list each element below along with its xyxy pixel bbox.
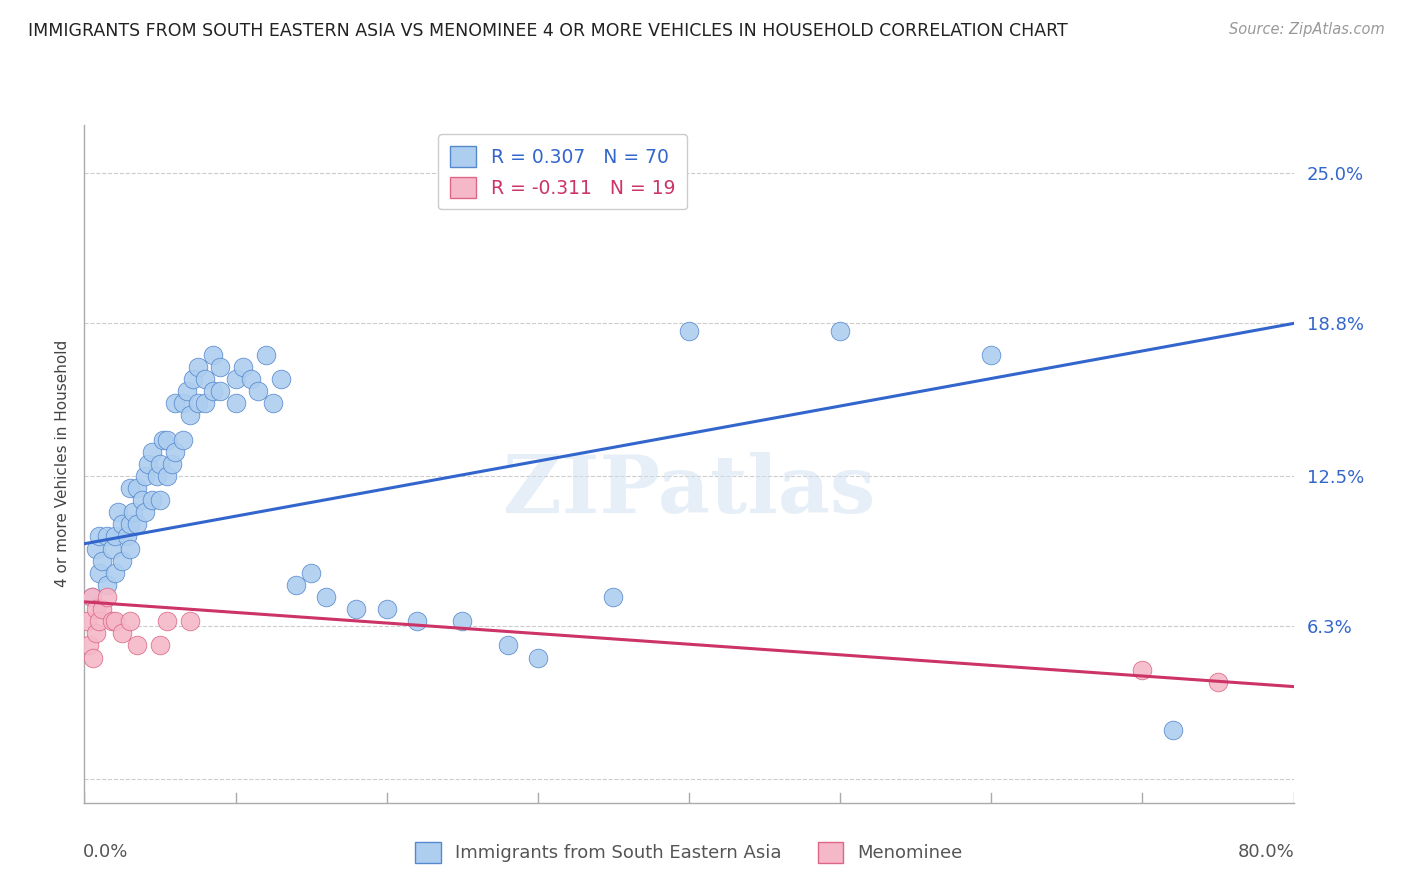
Y-axis label: 4 or more Vehicles in Household: 4 or more Vehicles in Household xyxy=(55,340,70,588)
Point xyxy=(299,566,322,580)
Point xyxy=(127,517,149,532)
Point xyxy=(232,359,254,374)
Point xyxy=(262,396,284,410)
Point xyxy=(451,614,474,628)
Point xyxy=(160,457,183,471)
Point xyxy=(172,396,194,410)
Point xyxy=(76,614,98,628)
Point xyxy=(225,396,247,410)
Point xyxy=(149,493,172,508)
Point xyxy=(100,541,122,556)
Point xyxy=(187,359,209,374)
Point xyxy=(156,614,179,628)
Point xyxy=(284,578,308,592)
Point xyxy=(96,578,118,592)
Point xyxy=(118,614,141,628)
Point xyxy=(104,529,127,543)
Point xyxy=(86,626,108,640)
Text: ZIPatlas: ZIPatlas xyxy=(503,452,875,530)
Point xyxy=(104,614,127,628)
Text: Source: ZipAtlas.com: Source: ZipAtlas.com xyxy=(1229,22,1385,37)
Point xyxy=(209,359,232,374)
Point xyxy=(86,541,108,556)
Point xyxy=(127,481,149,495)
Point xyxy=(315,590,337,604)
Point xyxy=(526,650,548,665)
Point xyxy=(111,554,134,568)
Text: 0.0%: 0.0% xyxy=(83,844,128,862)
Point xyxy=(254,348,277,362)
Point xyxy=(406,614,429,628)
Point xyxy=(1206,674,1229,689)
Point xyxy=(80,590,103,604)
Point xyxy=(118,517,141,532)
Point xyxy=(678,324,700,338)
Point xyxy=(225,372,247,386)
Point xyxy=(86,602,108,616)
Point xyxy=(602,590,624,604)
Point xyxy=(247,384,270,399)
Point xyxy=(146,469,169,483)
Point xyxy=(179,614,201,628)
Point xyxy=(239,372,262,386)
Point xyxy=(118,541,141,556)
Point xyxy=(163,396,186,410)
Point xyxy=(156,469,179,483)
Point xyxy=(107,505,129,519)
Point xyxy=(346,602,368,616)
Text: 80.0%: 80.0% xyxy=(1237,844,1295,862)
Point xyxy=(115,529,138,543)
Point xyxy=(1130,663,1153,677)
Point xyxy=(96,529,118,543)
Point xyxy=(111,517,134,532)
Point xyxy=(100,614,122,628)
Point xyxy=(89,566,111,580)
Point xyxy=(82,650,104,665)
Point xyxy=(127,639,149,653)
Point xyxy=(134,469,156,483)
Point xyxy=(176,384,198,399)
Point xyxy=(375,602,398,616)
Point xyxy=(830,324,852,338)
Point xyxy=(209,384,232,399)
Legend: Immigrants from South Eastern Asia, Menominee: Immigrants from South Eastern Asia, Meno… xyxy=(406,833,972,871)
Point xyxy=(91,602,114,616)
Point xyxy=(134,505,156,519)
Point xyxy=(181,372,204,386)
Point xyxy=(80,590,103,604)
Point xyxy=(141,444,163,458)
Point xyxy=(194,396,217,410)
Point xyxy=(89,614,111,628)
Point xyxy=(149,457,172,471)
Point xyxy=(77,639,100,653)
Point xyxy=(89,529,111,543)
Point xyxy=(121,505,143,519)
Point xyxy=(149,639,172,653)
Point xyxy=(270,372,292,386)
Point xyxy=(131,493,153,508)
Point xyxy=(172,433,194,447)
Point xyxy=(1161,723,1184,738)
Point xyxy=(91,554,114,568)
Point xyxy=(980,348,1002,362)
Point xyxy=(136,457,159,471)
Point xyxy=(187,396,209,410)
Point xyxy=(179,409,201,423)
Point xyxy=(156,433,179,447)
Point xyxy=(118,481,141,495)
Point xyxy=(104,566,127,580)
Point xyxy=(201,348,224,362)
Point xyxy=(201,384,224,399)
Point xyxy=(141,493,163,508)
Point xyxy=(194,372,217,386)
Point xyxy=(111,626,134,640)
Point xyxy=(152,433,174,447)
Point xyxy=(163,444,186,458)
Point xyxy=(96,590,118,604)
Point xyxy=(496,639,519,653)
Text: IMMIGRANTS FROM SOUTH EASTERN ASIA VS MENOMINEE 4 OR MORE VEHICLES IN HOUSEHOLD : IMMIGRANTS FROM SOUTH EASTERN ASIA VS ME… xyxy=(28,22,1069,40)
